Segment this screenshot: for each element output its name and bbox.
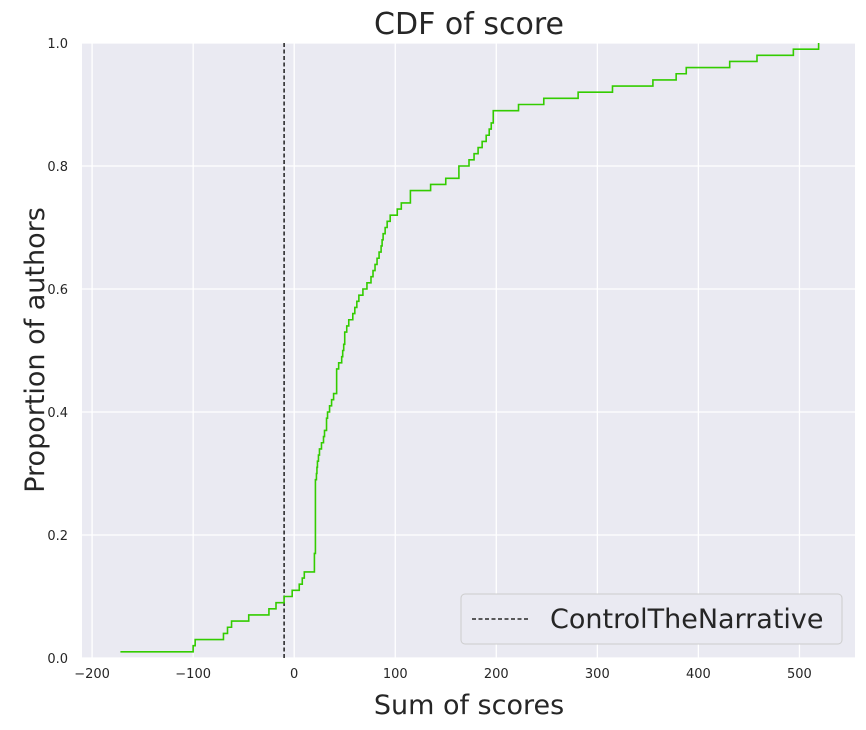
legend-box xyxy=(460,593,843,645)
x-tick-label: 400 xyxy=(686,667,711,682)
y-tick-label: 0.6 xyxy=(47,283,68,298)
x-tick-label: −200 xyxy=(74,667,110,682)
legend: ControlTheNarrative xyxy=(460,593,843,645)
y-tick-label: 1.0 xyxy=(47,37,68,52)
chart-title: CDF of score xyxy=(374,7,564,42)
grid-lines xyxy=(82,42,855,659)
x-tick-label: 200 xyxy=(484,667,509,682)
x-tick-label: 0 xyxy=(290,667,298,682)
x-tick-label: 100 xyxy=(383,667,408,682)
tick-labels: −200 −100 0 100 200 300 400 500 0.0 0.2 0.4 0.6 0.8 1… xyxy=(47,37,812,682)
x-tick-label: 300 xyxy=(585,667,610,682)
legend-label: ControlTheNarrative xyxy=(550,604,824,635)
plot-area xyxy=(82,43,855,658)
y-tick-label: 0.4 xyxy=(47,406,68,421)
x-tick-label: −100 xyxy=(175,667,211,682)
series-group xyxy=(120,43,820,653)
y-tick-label: 0.2 xyxy=(47,529,68,544)
x-axis-label: Sum of scores xyxy=(374,690,564,721)
y-tick-label: 0.8 xyxy=(47,160,68,175)
cdf-series-line xyxy=(120,43,820,653)
y-tick-label: 0.0 xyxy=(47,652,68,667)
x-tick-label: 500 xyxy=(787,667,812,682)
y-axis-label: Proportion of authors xyxy=(20,207,51,493)
